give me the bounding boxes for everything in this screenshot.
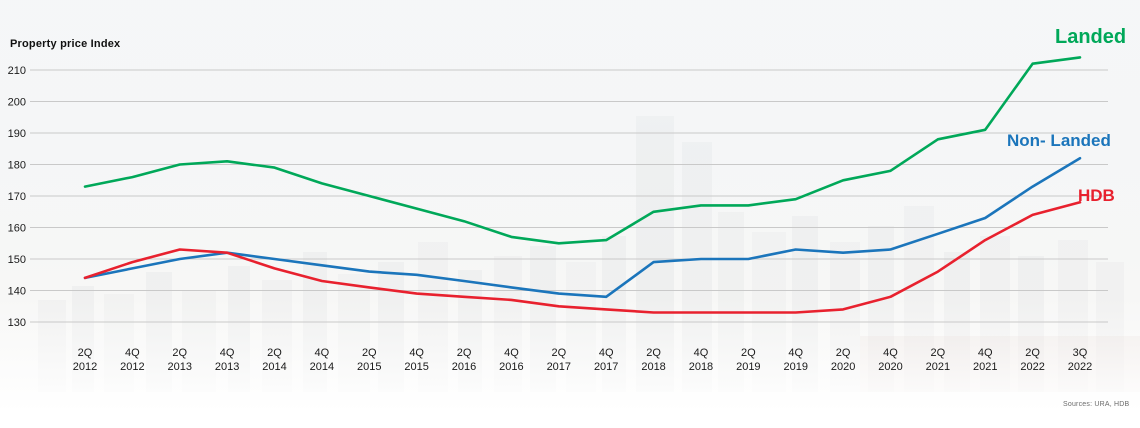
series-label-non-landed: Non- Landed <box>1007 131 1111 150</box>
chart-title: Property price Index <box>10 38 121 50</box>
x-tick-year: 2022 <box>1020 361 1044 373</box>
x-tick-quarter: 2Q <box>836 347 851 359</box>
x-tick-quarter: 4Q <box>978 347 993 359</box>
series-line-non-landed <box>83 156 1082 299</box>
x-tick-year: 2016 <box>499 361 523 373</box>
x-tick-year: 2022 <box>1068 361 1092 373</box>
x-tick-year: 2014 <box>310 361 334 373</box>
y-tick-label-210: 210 <box>8 65 26 77</box>
x-tick-quarter: 4Q <box>315 347 330 359</box>
x-tick-year: 2012 <box>120 361 144 373</box>
x-tick-quarter: 2Q <box>551 347 566 359</box>
x-tick-year: 2021 <box>926 361 950 373</box>
x-tick-quarter: 2Q <box>362 347 377 359</box>
y-tick-label-140: 140 <box>8 286 26 298</box>
y-tick-label-130: 130 <box>8 317 26 329</box>
x-tick-quarter: 2Q <box>78 347 93 359</box>
y-tick-label-180: 180 <box>8 160 26 172</box>
x-tick-year: 2018 <box>641 361 665 373</box>
x-tick-year: 2015 <box>404 361 428 373</box>
x-tick-quarter: 2Q <box>646 347 661 359</box>
x-tick-year: 2020 <box>831 361 855 373</box>
series-line-hdb <box>83 201 1082 314</box>
x-tick-quarter: 4Q <box>788 347 803 359</box>
series-line-landed <box>83 56 1082 245</box>
series-label-hdb: HDB <box>1078 186 1115 205</box>
x-tick-year: 2014 <box>262 361 286 373</box>
x-tick-year: 2013 <box>215 361 239 373</box>
x-tick-year: 2017 <box>547 361 571 373</box>
x-tick-year: 2020 <box>878 361 902 373</box>
x-tick-year: 2021 <box>973 361 997 373</box>
x-tick-quarter: 4Q <box>694 347 709 359</box>
x-tick-year: 2015 <box>357 361 381 373</box>
x-tick-quarter: 4Q <box>599 347 614 359</box>
y-tick-label-190: 190 <box>8 128 26 140</box>
y-tick-label-200: 200 <box>8 97 26 109</box>
x-tick-quarter: 3Q <box>1073 347 1088 359</box>
x-tick-quarter: 2Q <box>172 347 187 359</box>
x-tick-quarter: 4Q <box>883 347 898 359</box>
x-tick-quarter: 4Q <box>125 347 140 359</box>
x-tick-year: 2013 <box>168 361 192 373</box>
x-tick-year: 2018 <box>689 361 713 373</box>
x-tick-quarter: 2Q <box>741 347 756 359</box>
x-tick-year: 2019 <box>783 361 807 373</box>
x-tick-quarter: 2Q <box>931 347 946 359</box>
series-label-landed: Landed <box>1055 26 1127 48</box>
sources-note: Sources: URA, HDB <box>1063 401 1130 408</box>
x-tick-quarter: 2Q <box>457 347 472 359</box>
x-tick-quarter: 4Q <box>220 347 235 359</box>
y-tick-label-160: 160 <box>8 223 26 235</box>
x-tick-quarter: 4Q <box>409 347 424 359</box>
x-tick-year: 2012 <box>73 361 97 373</box>
x-tick-year: 2019 <box>736 361 760 373</box>
x-tick-year: 2017 <box>594 361 618 373</box>
x-tick-quarter: 2Q <box>1025 347 1040 359</box>
y-tick-label-170: 170 <box>8 191 26 203</box>
x-tick-quarter: 2Q <box>267 347 282 359</box>
x-tick-year: 2016 <box>452 361 476 373</box>
x-tick-quarter: 4Q <box>504 347 519 359</box>
y-tick-label-150: 150 <box>8 254 26 266</box>
